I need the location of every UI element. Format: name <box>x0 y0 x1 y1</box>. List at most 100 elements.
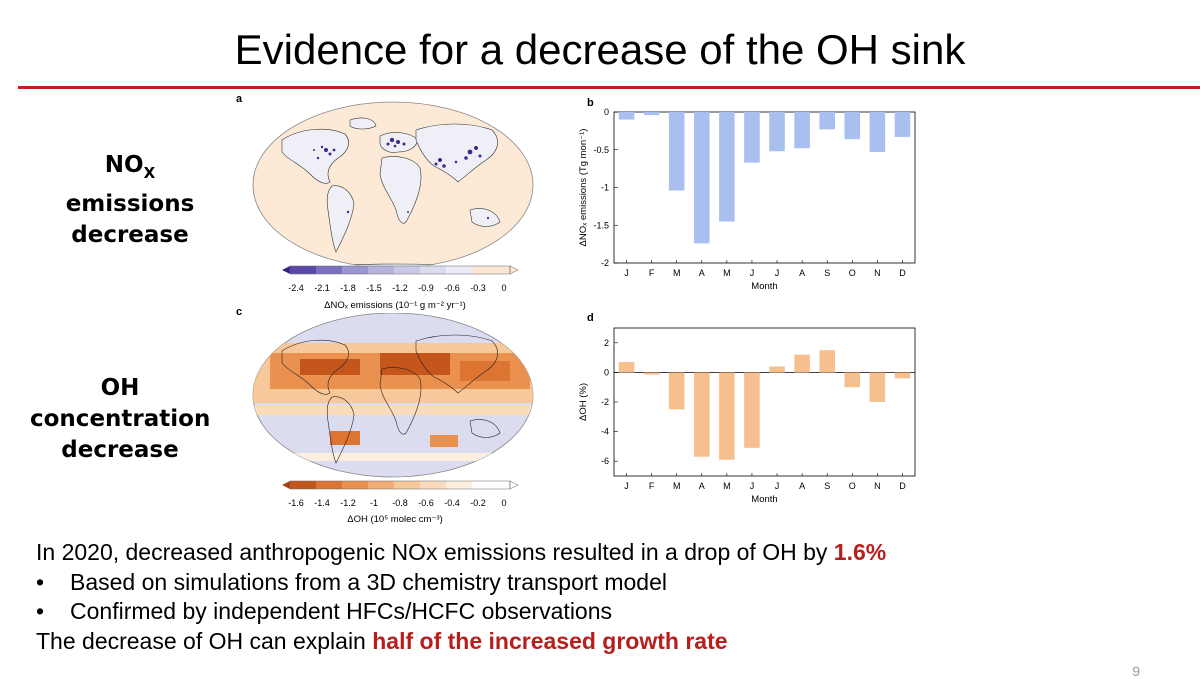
nox-label-sub: X <box>143 164 156 182</box>
bullet-2: • Confirmed by independent HFCs/HCFC obse… <box>36 597 886 627</box>
bullet-marker: • <box>36 568 45 595</box>
x-tick-label: F <box>649 481 655 491</box>
x-tick-label: A <box>799 268 805 278</box>
x-tick-label: J <box>750 268 755 278</box>
y-tick-label: 2 <box>604 338 609 348</box>
colorbar-tick-label: -0.6 <box>418 498 434 508</box>
bar-f-2 <box>643 112 660 116</box>
bar-d-12 <box>894 372 911 379</box>
bar-j-7 <box>769 366 785 373</box>
x-tick-label: J <box>624 268 629 278</box>
bar-m-3 <box>668 372 685 410</box>
oh-monthly-bar-chart: 2 0 -2 -4 -6 J F M A M J J A S O N D Month ΔOH (%) <box>578 327 916 505</box>
bar-n-11 <box>869 372 886 402</box>
map-a-continents <box>281 117 511 268</box>
y-tick-label: -6 <box>601 456 609 466</box>
summary-line-4-text: The decrease of OH can explain <box>36 627 373 654</box>
bullet-2-text: Confirmed by independent HFCs/HCFC obser… <box>70 598 613 624</box>
y-tick-label: -1 <box>601 183 609 193</box>
y-tick-label: -2 <box>601 258 609 268</box>
bar-j-1 <box>618 112 635 120</box>
nox-colorbar <box>282 265 519 275</box>
y-axis-label: ΔNOₓ emissions (Tg mon⁻¹) <box>578 129 589 247</box>
bullet-marker: • <box>36 598 45 624</box>
oh-decrease-field <box>253 343 533 461</box>
bar-a-8 <box>794 354 810 373</box>
x-tick-label: M <box>673 268 681 278</box>
bar-s-9 <box>819 112 835 130</box>
bar-s-9 <box>819 350 835 373</box>
summary-line-4: The decrease of OH can explain half of t… <box>36 627 886 657</box>
colorbar-tick-label: -1.2 <box>392 283 408 293</box>
x-tick-label: A <box>699 268 705 278</box>
y-tick-label: -0.5 <box>593 145 609 155</box>
y-tick-label: -4 <box>601 427 609 437</box>
y-tick-label: -1.5 <box>593 220 609 230</box>
slide-title: Evidence for a decrease of the OH sink <box>234 26 966 73</box>
growth-rate-highlight: half of the increased growth rate <box>372 627 728 654</box>
summary-line-1-text: In 2020, decreased anthropogenic NOx emi… <box>36 539 834 565</box>
x-tick-label: O <box>849 268 856 278</box>
x-axis-label: Month <box>751 281 777 292</box>
colorbar-tick-label: -1.4 <box>314 498 330 508</box>
x-tick-label: D <box>899 268 906 278</box>
x-tick-label: N <box>874 268 881 278</box>
summary-line-1: In 2020, decreased anthropogenic NOx emi… <box>36 538 886 568</box>
map-c-coastlines <box>281 334 501 464</box>
x-tick-label: A <box>799 481 805 491</box>
oh-drop-highlight: 1.6% <box>833 539 887 565</box>
nox-label-main: NO <box>104 152 144 178</box>
oh-row-label: OH concentration decrease <box>30 373 210 466</box>
nox-label-line2: emissions <box>65 191 195 217</box>
panel-a-letter: a <box>236 93 243 105</box>
panel-b-letter: b <box>587 97 594 109</box>
x-tick-label: F <box>649 268 655 278</box>
colorbar-tick-label: -1.2 <box>340 498 356 508</box>
x-tick-label: S <box>824 481 830 491</box>
oh-colorbar <box>282 480 519 490</box>
bar-a-8 <box>794 112 810 149</box>
nox-emissions-map: -2.4 -2.1 -1.8 -1.5 -1.2 -0.9 -0.6 -0.3 0 ΔNOₓ e… <box>252 101 534 311</box>
y-tick-label: 0 <box>604 107 609 117</box>
bar-j-1 <box>618 362 635 373</box>
colorbar-tick-label: -0.9 <box>418 283 434 293</box>
x-tick-label: J <box>775 481 780 491</box>
bar-j-7 <box>769 112 785 152</box>
nox-colorbar-label: ΔNOₓ emissions (10⁻¹ g m⁻² yr⁻¹) <box>324 300 466 311</box>
colorbar-tick-label: -1.6 <box>288 498 304 508</box>
colorbar-tick-label: -2.1 <box>314 283 330 293</box>
bullet-1: • Based on simulations from a 3D chemistr… <box>36 568 886 598</box>
colorbar-tick-label: -0.3 <box>470 283 486 293</box>
title-divider <box>18 86 1200 89</box>
x-tick-label: A <box>699 481 705 491</box>
bar-m-5 <box>719 372 735 460</box>
nox-row-label: NOX emissions decrease <box>40 150 220 251</box>
colorbar-tick-label: 0 <box>501 283 506 293</box>
oh-concentration-map: -1.6 -1.4 -1.2 -1 -0.8 -0.6 -0.4 -0.2 0 ΔOH (10⁵… <box>252 313 534 525</box>
bullet-1-text: Based on simulations from a 3D chemistry… <box>70 568 667 595</box>
colorbar-tick-label: -0.2 <box>470 498 486 508</box>
bar-o-10 <box>844 372 861 388</box>
colorbar-tick-label: -1 <box>370 498 378 508</box>
x-tick-label: J <box>775 268 780 278</box>
oh-label-line2: concentration <box>30 406 211 432</box>
nox-hotspots <box>313 137 490 220</box>
colorbar-tick-label: -1.5 <box>366 283 382 293</box>
panel-d-letter: d <box>587 312 594 324</box>
bar-a-4 <box>694 372 710 457</box>
y-tick-label: -2 <box>601 397 609 407</box>
bar-m-3 <box>668 112 685 191</box>
panel-c-letter: c <box>236 306 243 318</box>
bar-f-2 <box>643 372 660 375</box>
colorbar-tick-label: -0.6 <box>444 283 460 293</box>
bar-d-12 <box>894 112 911 137</box>
colorbar-tick-label: -2.4 <box>288 283 304 293</box>
x-tick-label: J <box>750 481 755 491</box>
summary-text: In 2020, decreased anthropogenic NOx emi… <box>36 538 886 656</box>
x-tick-label: M <box>723 268 731 278</box>
colorbar-tick-label: -1.8 <box>340 283 356 293</box>
oh-label-line1: OH <box>100 375 140 401</box>
nox-monthly-bar-chart: 0 -0.5 -1 -1.5 -2 J F M A M J J A S O N D Month ΔNOₓ emiss… <box>578 107 916 292</box>
colorbar-tick-label: -0.4 <box>444 498 460 508</box>
colorbar-tick-label: -0.8 <box>392 498 408 508</box>
